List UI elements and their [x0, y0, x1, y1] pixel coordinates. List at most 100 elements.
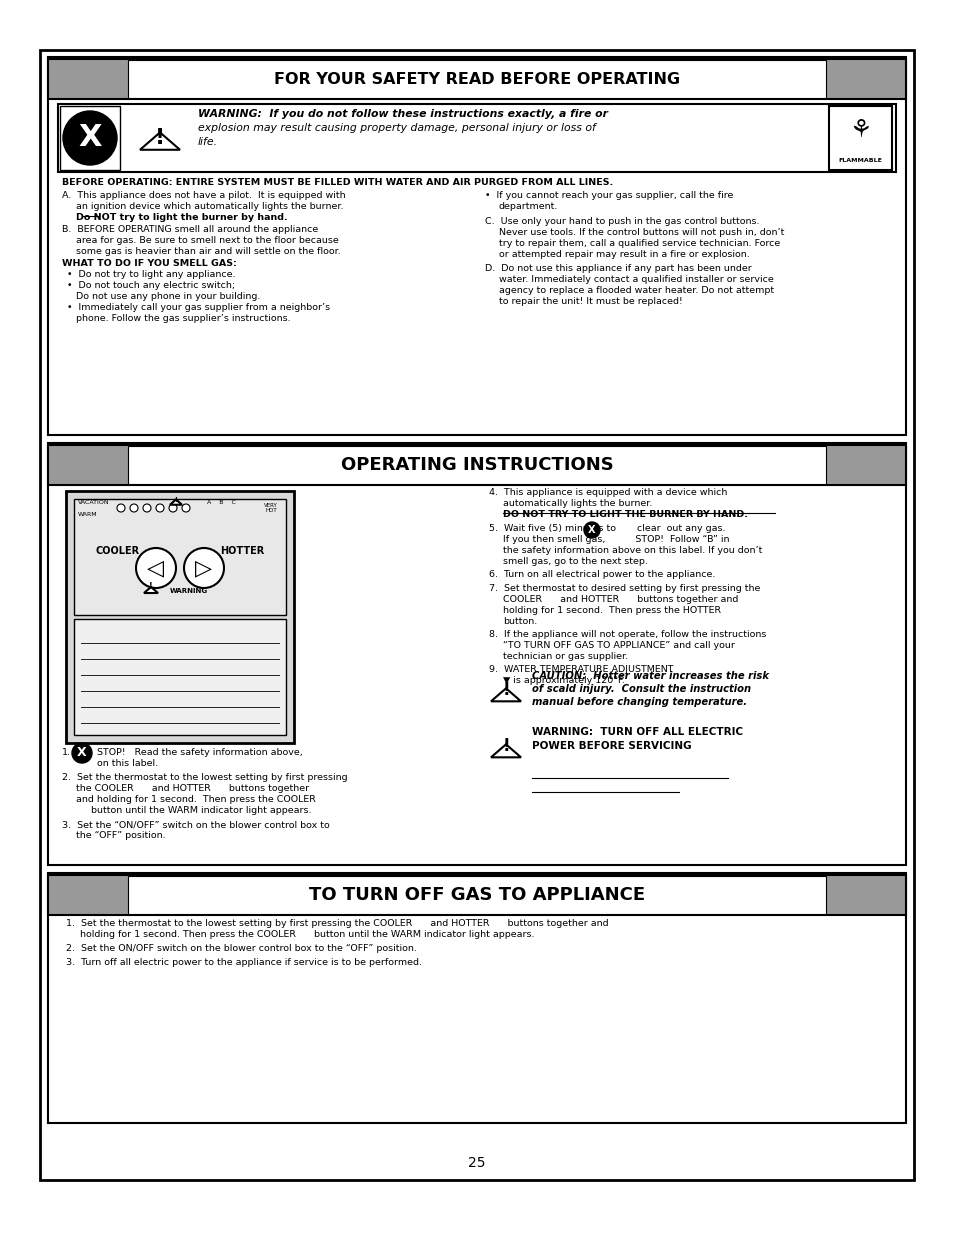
Text: ⚘: ⚘ [848, 119, 871, 142]
Text: •  Do not touch any electric switch;: • Do not touch any electric switch; [67, 282, 234, 290]
Text: 2.  Set the thermostat to the lowest setting by first pressing: 2. Set the thermostat to the lowest sett… [62, 773, 347, 782]
Text: some gas is heavier than air and will settle on the floor.: some gas is heavier than air and will se… [76, 247, 340, 256]
Text: 3.  Turn off all electric power to the appliance if service is to be performed.: 3. Turn off all electric power to the ap… [66, 958, 421, 967]
Text: X: X [588, 525, 595, 535]
Text: POWER BEFORE SERVICING: POWER BEFORE SERVICING [532, 741, 691, 751]
Text: Never use tools. If the control buttons will not push in, don’t: Never use tools. If the control buttons … [498, 228, 783, 237]
Text: agency to replace a flooded water heater. Do not attempt: agency to replace a flooded water heater… [498, 287, 773, 295]
Text: to repair the unit! It must be replaced!: to repair the unit! It must be replaced! [498, 296, 682, 306]
Circle shape [156, 504, 164, 513]
FancyBboxPatch shape [128, 446, 825, 484]
Text: !: ! [174, 496, 177, 503]
Text: phone. Follow the gas supplier’s instructions.: phone. Follow the gas supplier’s instruc… [76, 314, 291, 324]
Text: CAUTION:  Hotter water increases the risk: CAUTION: Hotter water increases the risk [532, 671, 768, 680]
FancyBboxPatch shape [74, 619, 286, 735]
Circle shape [71, 743, 91, 763]
Text: !: ! [149, 582, 152, 592]
Text: the “OFF” position.: the “OFF” position. [76, 831, 166, 840]
FancyBboxPatch shape [48, 873, 905, 1123]
FancyBboxPatch shape [58, 104, 895, 172]
Text: ◁: ◁ [148, 558, 164, 578]
Text: WARM: WARM [78, 511, 97, 516]
FancyBboxPatch shape [128, 61, 825, 98]
Text: COOLER      and HOTTER      buttons together and: COOLER and HOTTER buttons together and [502, 595, 738, 604]
Text: B.  BEFORE OPERATING smell all around the appliance: B. BEFORE OPERATING smell all around the… [62, 225, 318, 233]
Text: FOR YOUR SAFETY READ BEFORE OPERATING: FOR YOUR SAFETY READ BEFORE OPERATING [274, 72, 679, 86]
Text: OPERATING INSTRUCTIONS: OPERATING INSTRUCTIONS [340, 456, 613, 474]
Text: an ignition device which automatically lights the burner.: an ignition device which automatically l… [76, 203, 343, 211]
Text: A    B    C: A B C [207, 500, 235, 505]
FancyBboxPatch shape [66, 492, 294, 743]
Text: WHAT TO DO IF YOU SMELL GAS:: WHAT TO DO IF YOU SMELL GAS: [62, 259, 236, 268]
FancyBboxPatch shape [48, 57, 905, 435]
FancyBboxPatch shape [128, 876, 825, 914]
Text: Do not use any phone in your building.: Do not use any phone in your building. [76, 291, 260, 301]
Text: “TO TURN OFF GAS TO APPLIANCE” and call your: “TO TURN OFF GAS TO APPLIANCE” and call … [502, 641, 734, 650]
Circle shape [583, 522, 599, 538]
Text: smell gas, go to the next step.: smell gas, go to the next step. [502, 557, 647, 566]
Text: WARNING: WARNING [170, 588, 208, 594]
Text: button.: button. [502, 618, 537, 626]
Text: STOP!   Read the safety information above,: STOP! Read the safety information above, [97, 748, 302, 757]
FancyBboxPatch shape [60, 106, 120, 170]
Circle shape [184, 548, 224, 588]
Text: WARNING:  TURN OFF ALL ELECTRIC: WARNING: TURN OFF ALL ELECTRIC [532, 727, 742, 737]
Text: holding for 1 second. Then press the COOLER      button until the WARM indicator: holding for 1 second. Then press the COO… [80, 930, 534, 939]
Polygon shape [491, 688, 520, 701]
Text: 9.  WATER TEMPERATURE ADJUSTMENT: 9. WATER TEMPERATURE ADJUSTMENT [489, 664, 673, 674]
Text: C.  Use only your hand to push in the gas control buttons.: C. Use only your hand to push in the gas… [484, 217, 759, 226]
Text: automatically lights the burner.: automatically lights the burner. [502, 499, 652, 508]
Text: •  Immediately call your gas supplier from a neighbor’s: • Immediately call your gas supplier fro… [67, 303, 330, 312]
Circle shape [136, 548, 175, 588]
FancyBboxPatch shape [74, 499, 286, 615]
Circle shape [117, 504, 125, 513]
Text: on this label.: on this label. [97, 760, 158, 768]
FancyBboxPatch shape [828, 106, 891, 170]
Text: the COOLER      and HOTTER      buttons together: the COOLER and HOTTER buttons together [76, 784, 309, 793]
Text: 8.  If the appliance will not operate, follow the instructions: 8. If the appliance will not operate, fo… [489, 630, 765, 638]
Text: ▼ is approximately 120°F.: ▼ is approximately 120°F. [502, 676, 624, 685]
Text: X: X [78, 124, 102, 152]
Text: 6.  Turn on all electrical power to the appliance.: 6. Turn on all electrical power to the a… [489, 571, 715, 579]
Text: 2.  Set the ON/OFF switch on the blower control box to the “OFF” position.: 2. Set the ON/OFF switch on the blower c… [66, 944, 416, 953]
Text: explosion may result causing property damage, personal injury or loss of: explosion may result causing property da… [198, 124, 596, 133]
Text: try to repair them, call a qualified service technician. Force: try to repair them, call a qualified ser… [498, 240, 780, 248]
Text: of scald injury.  Consult the instruction: of scald injury. Consult the instruction [532, 684, 750, 694]
Circle shape [130, 504, 138, 513]
Text: 1.: 1. [62, 748, 71, 757]
FancyBboxPatch shape [48, 876, 905, 915]
Polygon shape [140, 132, 180, 149]
Text: WARNING:  If you do not follow these instructions exactly, a fire or: WARNING: If you do not follow these inst… [198, 109, 607, 119]
Text: COOLER: COOLER [96, 546, 140, 556]
Text: !: ! [501, 737, 509, 756]
Text: •  If you cannot reach your gas supplier, call the fire: • If you cannot reach your gas supplier,… [484, 191, 733, 200]
Text: D.  Do not use this appliance if any part has been under: D. Do not use this appliance if any part… [484, 264, 751, 273]
FancyBboxPatch shape [40, 49, 913, 1179]
Circle shape [63, 111, 117, 165]
Text: holding for 1 second.  Then press the HOTTER: holding for 1 second. Then press the HOT… [502, 606, 720, 615]
Text: manual before changing temperature.: manual before changing temperature. [532, 697, 746, 706]
Text: TO TURN OFF GAS TO APPLIANCE: TO TURN OFF GAS TO APPLIANCE [309, 885, 644, 904]
Text: DO NOT TRY TO LIGHT THE BURNER BY HAND.: DO NOT TRY TO LIGHT THE BURNER BY HAND. [502, 510, 747, 519]
Polygon shape [491, 745, 520, 757]
Text: department.: department. [498, 203, 558, 211]
Text: BEFORE OPERATING: ENTIRE SYSTEM MUST BE FILLED WITH WATER AND AIR PURGED FROM AL: BEFORE OPERATING: ENTIRE SYSTEM MUST BE … [62, 178, 613, 186]
Text: or attempted repair may result in a fire or explosion.: or attempted repair may result in a fire… [498, 249, 749, 259]
Text: HOTTER: HOTTER [219, 546, 264, 556]
Circle shape [143, 504, 151, 513]
Polygon shape [144, 587, 158, 593]
Text: VACATION: VACATION [78, 500, 110, 505]
Text: A.  This appliance does not have a pilot.  It is equipped with: A. This appliance does not have a pilot.… [62, 191, 345, 200]
Text: life.: life. [198, 137, 218, 147]
Text: VERY
HOT: VERY HOT [264, 503, 277, 514]
Text: technician or gas supplier.: technician or gas supplier. [502, 652, 627, 661]
Circle shape [182, 504, 190, 513]
Text: •  Do not try to light any appliance.: • Do not try to light any appliance. [67, 270, 235, 279]
Text: !: ! [501, 682, 509, 699]
Text: button until the WARM indicator light appears.: button until the WARM indicator light ap… [76, 806, 312, 815]
Text: 7.  Set thermostat to desired setting by first pressing the: 7. Set thermostat to desired setting by … [489, 584, 760, 593]
FancyBboxPatch shape [48, 445, 905, 485]
FancyBboxPatch shape [48, 59, 905, 99]
Text: 4.  This appliance is equipped with a device which: 4. This appliance is equipped with a dev… [489, 488, 726, 496]
Text: X: X [77, 746, 87, 760]
